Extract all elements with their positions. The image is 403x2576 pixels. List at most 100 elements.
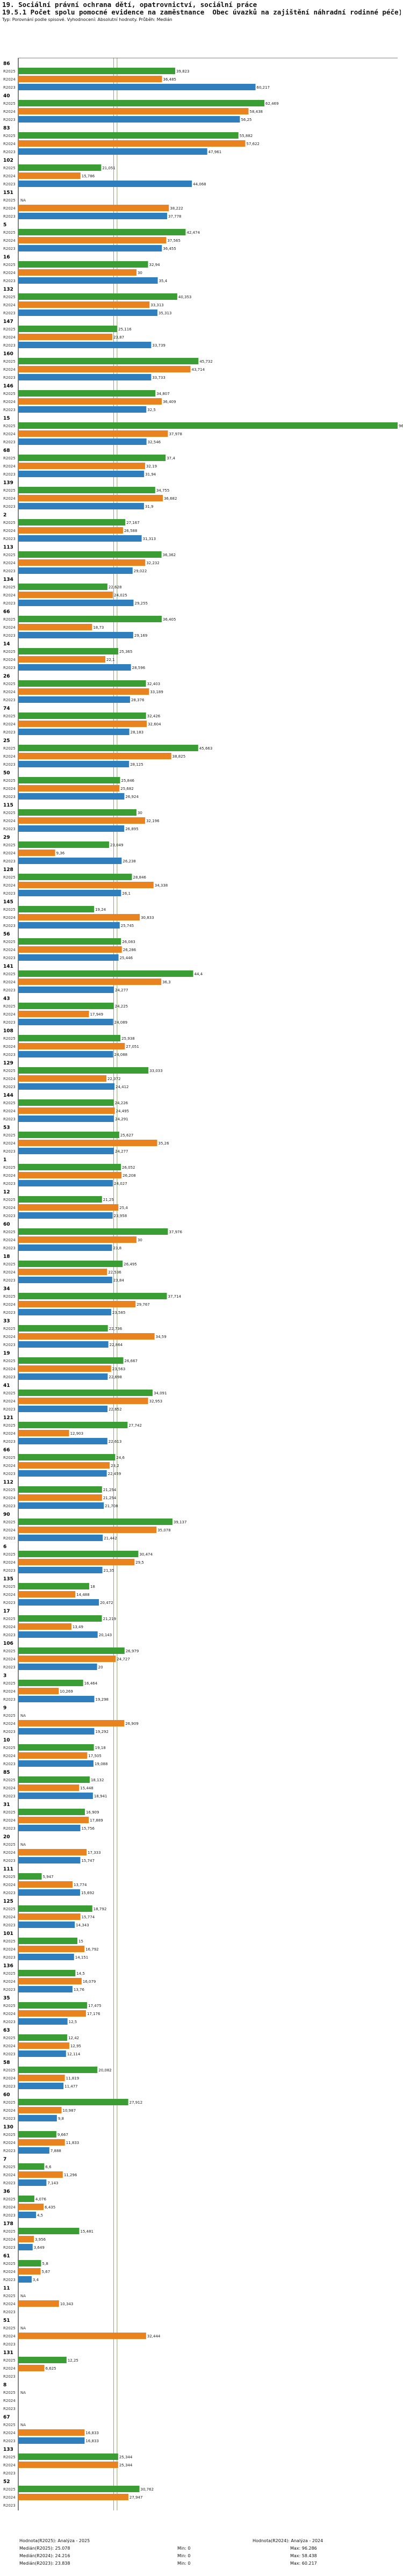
bar <box>18 2131 56 2138</box>
bar-value-label: 15,692 <box>81 1891 95 1895</box>
group-label: 112 <box>3 1480 13 1485</box>
bar <box>18 648 118 654</box>
bar <box>18 1244 112 1251</box>
bar <box>18 1067 149 1074</box>
bar-value-label: 33,313 <box>150 303 164 307</box>
bar-value-label: 18,132 <box>91 1778 104 1782</box>
bar-value-label: 44,4 <box>195 972 203 976</box>
group-label: 151 <box>3 190 13 196</box>
bar-value-label: 21,35 <box>104 1568 114 1573</box>
bar <box>18 2462 118 2468</box>
series-label: R2024 <box>3 1238 16 1242</box>
bar-value-label: 96,286 <box>399 424 403 428</box>
series-label: R2024 <box>3 1335 16 1339</box>
series-label: R2023 <box>3 2342 16 2347</box>
group-label: 128 <box>3 867 13 873</box>
bar <box>18 438 147 445</box>
bar <box>18 761 129 767</box>
series-label: R2025 <box>3 1843 16 1847</box>
bar-value-label: 60,217 <box>257 85 270 90</box>
bar <box>18 1825 81 1831</box>
bar-value-label: 33,739 <box>152 343 165 348</box>
series-label: R2025 <box>3 1810 16 1815</box>
bar-value-label: 36,409 <box>163 400 176 404</box>
series-label: R2025 <box>3 1165 16 1170</box>
bar <box>18 2179 47 2186</box>
bar-value-label: 19,24 <box>95 908 106 912</box>
series-label: R2024 <box>3 2431 16 2435</box>
series-label: R2023 <box>3 988 16 992</box>
series-label: R2024 <box>3 1915 16 1919</box>
bar-value-label: 28,846 <box>133 875 147 880</box>
bar-value-label: 23,87 <box>113 335 124 340</box>
bar-value-label: 55,882 <box>240 134 253 138</box>
series-label: R2023 <box>3 2181 16 2185</box>
series-label: R2024 <box>3 142 16 146</box>
bar <box>18 293 177 300</box>
bar-value-label: 36,485 <box>163 77 177 82</box>
bar <box>18 390 156 397</box>
bar-value-label: 24,412 <box>116 1085 129 1089</box>
bar-value-label: 35,078 <box>157 1528 171 1532</box>
group-label: 17 <box>3 1609 10 1614</box>
series-label: R2023 <box>3 601 16 606</box>
series-label: R2024 <box>3 497 16 501</box>
series-label: R2025 <box>3 134 16 138</box>
bar <box>18 1647 125 1654</box>
series-label: R2025 <box>3 166 16 170</box>
bar <box>18 1567 103 1573</box>
bar <box>18 858 122 864</box>
series-label: R2025 <box>3 392 16 396</box>
series-label: R2025 <box>3 908 16 912</box>
bar <box>18 406 147 413</box>
bar <box>18 721 147 727</box>
bar <box>18 1970 76 1976</box>
group-label: 86 <box>3 61 10 67</box>
bar <box>18 1204 119 1211</box>
series-label: R2024 <box>3 819 16 823</box>
series-label: R2024 <box>3 2044 16 2048</box>
bar-value-label: 36,362 <box>163 553 176 557</box>
series-label: R2025 <box>3 456 16 460</box>
group-label: 101 <box>3 1931 13 1937</box>
bar <box>18 116 240 123</box>
group-label: 106 <box>3 1641 13 1646</box>
bar <box>18 753 171 759</box>
series-label: R2023 <box>3 634 16 638</box>
series-label: R2025 <box>3 1198 16 1202</box>
series-label: R2024 <box>3 1141 16 1146</box>
group-label: 40 <box>3 93 10 99</box>
series-label: R2023 <box>3 1762 16 1766</box>
na-label: NA <box>20 198 26 203</box>
series-label: R2025 <box>3 2229 16 2234</box>
series-label: R2024 <box>3 2334 16 2338</box>
bar-value-label: 3,956 <box>35 2237 46 2242</box>
group-label: 20 <box>3 1834 10 1840</box>
series-label: R2023 <box>3 1407 16 1412</box>
bar-value-label: 7,143 <box>47 2181 58 2185</box>
series-label: R2024 <box>3 1206 16 1210</box>
group-label: 139 <box>3 480 13 486</box>
bar <box>18 2268 41 2275</box>
bar <box>18 84 256 90</box>
series-label: R2024 <box>3 77 16 82</box>
group-label: 36 <box>3 2189 10 2194</box>
bar-value-label: 42,474 <box>186 231 200 235</box>
bar <box>18 2034 68 2041</box>
bar-value-label: 39,823 <box>176 69 190 74</box>
series-label: R2025 <box>3 2326 16 2330</box>
bar <box>18 2171 63 2178</box>
chart-title: 19.5.1 Počet spolu pomocné evidence na z… <box>2 9 401 16</box>
series-label: R2025 <box>3 1585 16 1589</box>
series-label: R2025 <box>3 1617 16 1621</box>
bar-value-label: 47,961 <box>208 150 222 154</box>
series-label: R2025 <box>3 940 16 944</box>
series-label: R2024 <box>3 2237 16 2242</box>
bar-value-label: 28,596 <box>132 666 146 670</box>
series-label: R2025 <box>3 2100 16 2105</box>
bar <box>18 229 186 235</box>
series-label: R2023 <box>3 1020 16 1025</box>
bar-value-label: 36,682 <box>164 497 177 501</box>
series-label: R2023 <box>3 118 16 122</box>
series-label: R2024 <box>3 1883 16 1887</box>
